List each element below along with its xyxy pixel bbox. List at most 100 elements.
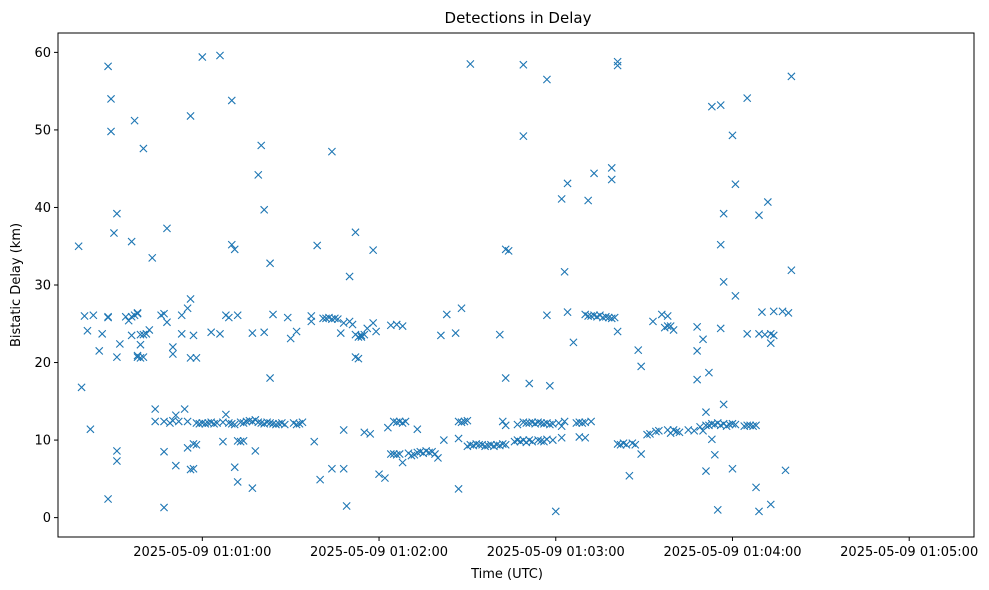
data-point — [112, 209, 121, 218]
plot-frame — [57, 32, 975, 538]
data-point — [648, 317, 657, 326]
data-point — [372, 327, 381, 336]
data-point — [180, 405, 189, 414]
data-point — [369, 246, 378, 255]
data-point — [693, 375, 702, 384]
data-point — [189, 331, 198, 340]
data-point — [104, 62, 113, 71]
data-point — [266, 259, 275, 268]
data-point — [192, 419, 201, 428]
data-point — [560, 267, 569, 276]
data-point — [757, 308, 766, 317]
data-point — [266, 374, 275, 383]
data-point — [537, 419, 546, 428]
data-point — [115, 339, 124, 348]
data-point — [80, 312, 89, 321]
data-point — [719, 400, 728, 409]
data-point — [136, 353, 145, 362]
y-axis: 0 10 20 30 40 50 60 — [34, 46, 58, 526]
data-point — [148, 253, 157, 262]
data-point — [342, 501, 351, 510]
data-point — [498, 439, 507, 448]
data-point — [451, 329, 460, 338]
data-point — [192, 353, 201, 362]
data-point — [716, 101, 725, 110]
data-point — [590, 169, 599, 178]
data-point — [607, 314, 616, 323]
data-point — [327, 464, 336, 473]
data-point — [657, 310, 666, 319]
data-point — [787, 72, 796, 81]
data-point — [395, 450, 404, 459]
data-point — [127, 237, 136, 246]
data-point — [778, 307, 787, 316]
data-point — [704, 368, 713, 377]
data-point — [463, 416, 472, 425]
data-point — [375, 470, 384, 479]
data-point — [254, 170, 263, 179]
data-point — [104, 495, 113, 503]
x-tick-label: 2025-05-09 01:04:00 — [663, 545, 801, 560]
data-point — [613, 327, 622, 336]
data-point — [784, 308, 793, 317]
y-axis-label: Bistatic Delay (km) — [9, 223, 24, 347]
data-point — [534, 418, 543, 427]
x-tick-label: 2025-05-09 01:05:00 — [840, 545, 978, 560]
data-point — [675, 428, 684, 437]
data-point — [398, 322, 407, 331]
data-point — [236, 437, 245, 446]
data-point — [389, 450, 398, 459]
data-point — [183, 417, 192, 426]
data-point — [755, 507, 763, 516]
data-point — [112, 457, 121, 466]
data-point — [210, 419, 219, 428]
data-point — [389, 417, 398, 426]
data-point — [442, 310, 451, 319]
data-point — [130, 116, 139, 125]
data-point — [625, 471, 634, 480]
data-point — [195, 419, 204, 428]
data-point — [283, 313, 292, 322]
data-point — [216, 329, 224, 338]
data-point — [519, 60, 528, 69]
data-point — [242, 417, 251, 426]
x-axis: 2025-05-09 01:01:00 2025-05-09 01:02:00 20… — [133, 537, 978, 560]
data-point — [151, 405, 160, 414]
x-tick-label: 2025-05-09 01:03:00 — [487, 545, 625, 560]
data-point — [230, 245, 239, 254]
chart-title: Detections in Delay — [445, 9, 592, 27]
data-point — [746, 421, 755, 430]
data-point — [454, 434, 463, 443]
y-tick-label: 60 — [34, 46, 51, 61]
data-point — [713, 505, 722, 514]
data-point — [266, 419, 275, 428]
data-point — [327, 147, 336, 156]
data-point — [216, 51, 224, 60]
data-point — [227, 96, 236, 105]
data-point — [763, 198, 772, 207]
data-point — [168, 343, 177, 352]
data-point — [425, 448, 434, 457]
data-point — [752, 483, 761, 492]
x-axis-label: Time (UTC) — [470, 567, 543, 582]
data-point — [369, 319, 378, 327]
data-point — [186, 294, 195, 303]
data-point — [663, 322, 672, 331]
data-point — [251, 446, 260, 455]
data-point — [498, 417, 507, 426]
data-point — [307, 317, 316, 326]
data-point — [457, 304, 466, 313]
data-point — [133, 308, 142, 317]
data-markers — [74, 51, 796, 516]
data-point — [177, 329, 186, 338]
data-point — [280, 420, 289, 429]
data-point — [548, 436, 557, 445]
data-point — [186, 465, 195, 474]
data-point — [501, 421, 510, 430]
data-point — [719, 209, 728, 218]
data-point — [578, 419, 587, 428]
data-point — [160, 447, 169, 456]
data-point — [643, 430, 652, 439]
data-point — [631, 440, 640, 449]
data-point — [398, 458, 407, 467]
